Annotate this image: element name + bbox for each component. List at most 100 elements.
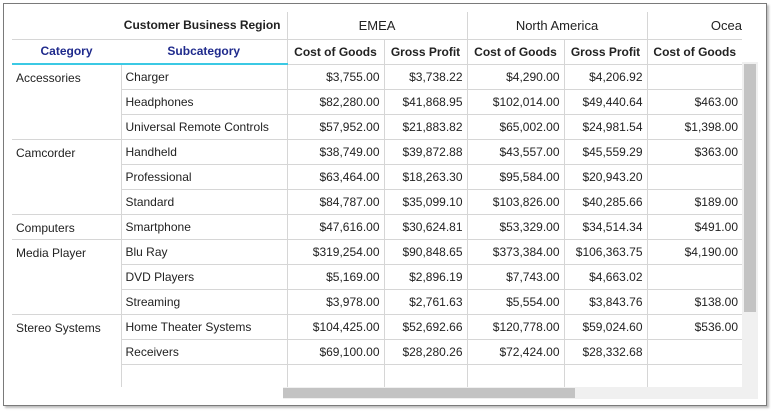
table-row: DVD Players $5,169.00 $2,896.19 $7,743.00 $4…: [12, 264, 742, 290]
value-cell: $3,843.76: [563, 289, 647, 315]
subcategory-cell: [120, 364, 287, 387]
value-cell: [286, 364, 384, 387]
value-cell: $2,761.63: [383, 289, 467, 315]
table-row: Universal Remote Controls $57,952.00 $21,8…: [12, 114, 742, 140]
vertical-scrollbar[interactable]: [742, 62, 758, 387]
value-cell: $59,024.60: [563, 314, 647, 340]
region-header-row: Customer Business Region EMEA North Amer…: [12, 12, 742, 40]
value-cell: $373,384.00: [466, 239, 564, 265]
value-cell: $82,280.00: [286, 89, 384, 115]
value-cell: [563, 364, 647, 387]
measure-header[interactable]: Cost of Goods: [466, 39, 564, 65]
vertical-scroll-thumb[interactable]: [744, 64, 756, 312]
value-cell: $491.00: [646, 214, 742, 240]
value-cell: $21,883.82: [383, 114, 467, 140]
region-header-oceania[interactable]: Ocea: [646, 12, 742, 40]
category-cell: [12, 339, 121, 364]
value-cell: $41,868.95: [383, 89, 467, 115]
value-cell: $463.00: [646, 89, 742, 115]
category-cell: [12, 264, 121, 289]
value-cell: $72,424.00: [466, 339, 564, 365]
category-cell: [12, 289, 121, 315]
pivot-table-frame: Customer Business Region EMEA North Amer…: [3, 3, 767, 406]
value-cell: $20,943.20: [563, 164, 647, 190]
subcategory-cell: DVD Players: [120, 264, 287, 290]
value-cell: $106,363.75: [563, 239, 647, 265]
value-cell: $102,014.00: [466, 89, 564, 115]
table-row: Receivers $69,100.00 $28,280.26 $72,424.00 $…: [12, 339, 742, 365]
category-cell: [12, 114, 121, 140]
value-cell: $40,285.66: [563, 189, 647, 215]
value-cell: $138.00: [646, 289, 742, 315]
value-cell: $43,557.00: [466, 139, 564, 165]
value-cell: $49,440.64: [563, 89, 647, 115]
subcategory-cell: Streaming: [120, 289, 287, 315]
subcategory-cell: Professional: [120, 164, 287, 190]
value-cell: $7,743.00: [466, 264, 564, 290]
value-cell: $38,749.00: [286, 139, 384, 165]
region-dimension-label: Customer Business Region: [12, 12, 287, 40]
measure-header[interactable]: Gross Profit: [563, 39, 647, 65]
category-cell: Media Player: [16, 245, 87, 260]
category-header[interactable]: Category: [12, 39, 121, 65]
subcategory-cell: Charger: [120, 64, 287, 90]
value-cell: [646, 339, 742, 365]
measure-header[interactable]: Cost of Goods: [286, 39, 384, 65]
value-cell: $90,848.65: [383, 239, 467, 265]
subcategory-cell: Universal Remote Controls: [120, 114, 287, 140]
table-row: Accessories Charger $3,755.00 $3,738.22 $4,2…: [12, 64, 742, 90]
value-cell: $120,778.00: [466, 314, 564, 340]
value-cell: $3,738.22: [383, 64, 467, 90]
value-cell: $4,190.00: [646, 239, 742, 265]
value-cell: $65,002.00: [466, 114, 564, 140]
subcategory-cell: Home Theater Systems: [120, 314, 287, 340]
table-row: Streaming $3,978.00 $2,761.63 $5,554.00 $3,8…: [12, 289, 742, 315]
measure-header[interactable]: Cost of Goods: [646, 39, 742, 65]
subcategory-cell: Headphones: [120, 89, 287, 115]
category-cell: Computers: [12, 214, 121, 240]
pivot-grid: Customer Business Region EMEA North Amer…: [12, 12, 742, 387]
value-cell: $28,280.26: [383, 339, 467, 365]
value-cell: [646, 264, 742, 290]
value-cell: $104,425.00: [286, 314, 384, 340]
value-cell: $5,554.00: [466, 289, 564, 315]
value-cell: $3,978.00: [286, 289, 384, 315]
value-cell: $30,624.81: [383, 214, 467, 240]
value-cell: $69,100.00: [286, 339, 384, 365]
value-cell: $52,692.66: [383, 314, 467, 340]
value-cell: $47,616.00: [286, 214, 384, 240]
value-cell: [646, 364, 742, 387]
table-row: Stereo Systems Home Theater Systems $104,4…: [12, 314, 742, 340]
value-cell: [383, 364, 467, 387]
horizontal-scrollbar[interactable]: [283, 387, 758, 399]
value-cell: $5,169.00: [286, 264, 384, 290]
measure-header[interactable]: Gross Profit: [383, 39, 467, 65]
value-cell: $319,254.00: [286, 239, 384, 265]
table-row: [12, 364, 742, 387]
table-row: Computers Smartphone $47,616.00 $30,624.81 $…: [12, 214, 742, 240]
horizontal-scroll-thumb[interactable]: [283, 388, 575, 398]
region-header-emea[interactable]: EMEA: [286, 12, 467, 40]
value-cell: $39,872.88: [383, 139, 467, 165]
category-cell: Camcorder: [16, 145, 76, 160]
category-cell: [12, 89, 121, 114]
subcategory-cell: Smartphone: [120, 214, 287, 240]
table-row: Media Player Blu Ray $319,254.00 $90,848.65…: [12, 239, 742, 265]
value-cell: $35,099.10: [383, 189, 467, 215]
pivot-table: Customer Business Region EMEA North Amer…: [12, 12, 742, 387]
category-cell: [12, 189, 121, 215]
region-header-north-america[interactable]: North America: [466, 12, 647, 40]
value-cell: $189.00: [646, 189, 742, 215]
value-cell: $4,206.92: [563, 64, 647, 90]
value-cell: [646, 164, 742, 190]
value-cell: $24,981.54: [563, 114, 647, 140]
value-cell: $3,755.00: [286, 64, 384, 90]
value-cell: $28,332.68: [563, 339, 647, 365]
subcategory-cell: Standard: [120, 189, 287, 215]
value-cell: $45,559.29: [563, 139, 647, 165]
value-cell: $4,663.02: [563, 264, 647, 290]
category-cell: [12, 164, 121, 189]
measure-header-row: Category Subcategory Cost of Goods Gross…: [12, 39, 742, 65]
value-cell: $1,398.00: [646, 114, 742, 140]
subcategory-header[interactable]: Subcategory: [121, 39, 287, 65]
